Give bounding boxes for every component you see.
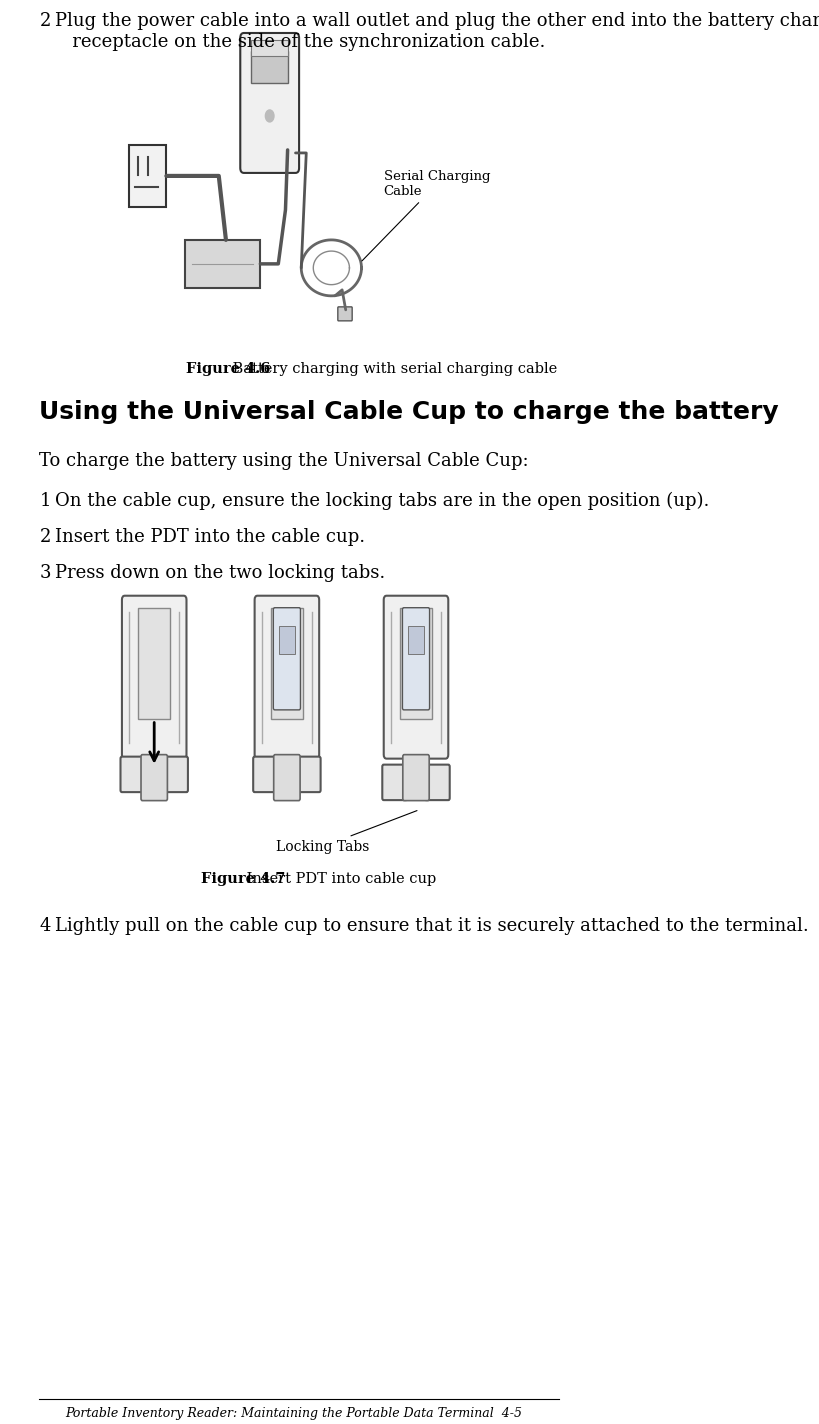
- Bar: [271, 608, 303, 719]
- Text: Figure 4.7: Figure 4.7: [201, 871, 285, 886]
- FancyBboxPatch shape: [274, 608, 301, 711]
- Bar: [408, 627, 424, 654]
- FancyBboxPatch shape: [122, 595, 187, 759]
- FancyBboxPatch shape: [384, 595, 448, 759]
- FancyBboxPatch shape: [337, 306, 352, 320]
- Bar: [129, 145, 166, 206]
- FancyBboxPatch shape: [141, 755, 167, 800]
- FancyBboxPatch shape: [240, 33, 299, 172]
- Bar: [138, 608, 170, 719]
- FancyBboxPatch shape: [255, 595, 319, 759]
- FancyBboxPatch shape: [403, 755, 429, 800]
- Text: 2: 2: [39, 11, 51, 30]
- Bar: [251, 40, 288, 56]
- FancyBboxPatch shape: [274, 755, 300, 800]
- Bar: [185, 239, 260, 288]
- FancyBboxPatch shape: [296, 756, 320, 792]
- Text: On the cable cup, ensure the locking tabs are in the open position (up).: On the cable cup, ensure the locking tab…: [55, 491, 709, 510]
- Text: 4: 4: [39, 917, 51, 934]
- Bar: [251, 51, 288, 83]
- Text: Plug the power cable into a wall outlet and plug the other end into the battery : Plug the power cable into a wall outlet …: [55, 11, 819, 51]
- Text: 3: 3: [39, 564, 51, 582]
- FancyBboxPatch shape: [382, 765, 407, 800]
- Text: To charge the battery using the Universal Cable Cup:: To charge the battery using the Universa…: [39, 451, 529, 470]
- Bar: [279, 627, 295, 654]
- Text: Figure 4.6: Figure 4.6: [187, 362, 271, 376]
- FancyBboxPatch shape: [402, 608, 430, 711]
- Text: Using the Universal Cable Cup to charge the battery: Using the Universal Cable Cup to charge …: [39, 400, 779, 424]
- Text: Serial Charging
Cable: Serial Charging Cable: [362, 169, 491, 261]
- Text: Insert PDT into cable cup: Insert PDT into cable cup: [242, 871, 437, 886]
- Bar: [400, 608, 432, 719]
- Circle shape: [265, 110, 274, 122]
- Text: Insert the PDT into the cable cup.: Insert the PDT into the cable cup.: [55, 528, 365, 545]
- FancyBboxPatch shape: [424, 765, 450, 800]
- FancyBboxPatch shape: [120, 756, 146, 792]
- Text: 1: 1: [39, 491, 51, 510]
- Text: Battery charging with serial charging cable: Battery charging with serial charging ca…: [228, 362, 558, 376]
- Text: Locking Tabs: Locking Tabs: [276, 810, 417, 853]
- FancyBboxPatch shape: [253, 756, 278, 792]
- Text: Press down on the two locking tabs.: Press down on the two locking tabs.: [55, 564, 386, 582]
- FancyBboxPatch shape: [163, 756, 188, 792]
- Text: Portable Inventory Reader: Maintaining the Portable Data Terminal  4-5: Portable Inventory Reader: Maintaining t…: [66, 1407, 523, 1420]
- Text: Lightly pull on the cable cup to ensure that it is securely attached to the term: Lightly pull on the cable cup to ensure …: [55, 917, 809, 934]
- Text: 2: 2: [39, 528, 51, 545]
